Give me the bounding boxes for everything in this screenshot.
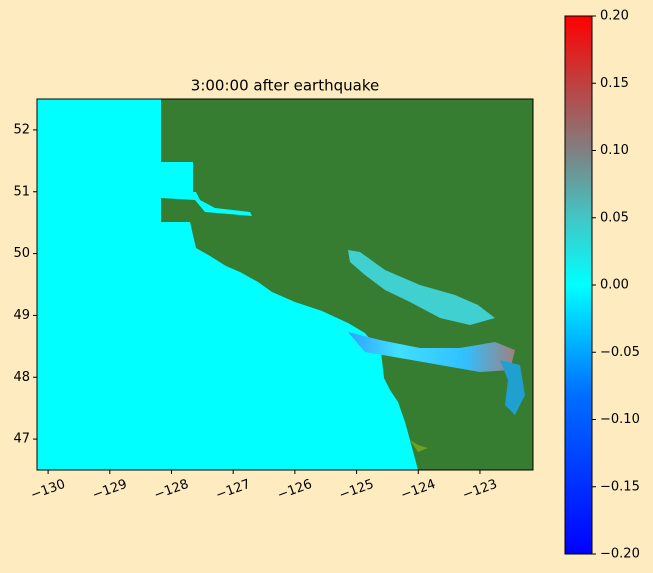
x-tick-label: −127	[214, 477, 253, 503]
colorbar-tick-label: 0.15	[600, 76, 629, 91]
colorbar	[564, 15, 593, 555]
puget-sound	[500, 360, 525, 415]
y-tick-label: 51	[13, 184, 30, 199]
x-tick-label: −130	[29, 477, 68, 503]
map	[37, 99, 533, 470]
colorbar-tick-label: −0.10	[600, 412, 640, 427]
x-tick-label: −123	[461, 477, 500, 503]
strait-of-georgia	[348, 250, 495, 325]
inlet	[161, 192, 252, 216]
colorbar-tick-label: 0.00	[600, 278, 629, 293]
y-tick-label: 47	[13, 432, 30, 447]
plot-frame	[36, 98, 534, 471]
colorbar-tick-label: −0.05	[600, 345, 640, 360]
colorbar-tick-label: −0.20	[600, 547, 640, 562]
y-tick-label: 50	[13, 246, 30, 261]
x-tick-label: −125	[337, 477, 376, 503]
y-tick-label: 52	[13, 122, 30, 137]
colorbar-tick-label: −0.15	[600, 479, 640, 494]
shore	[410, 440, 428, 452]
juan-de-fuca	[348, 332, 515, 372]
y-tick-label: 49	[13, 308, 30, 323]
chart-title: 3:00:00 after earthquake	[191, 77, 379, 95]
x-tick-label: −128	[152, 477, 191, 503]
x-tick-label: −129	[90, 477, 129, 503]
y-tick-label: 48	[13, 370, 30, 385]
colorbar-tick-label: 0.05	[600, 210, 629, 225]
colorbar-tick-label: 0.10	[600, 143, 629, 158]
x-tick-label: −124	[399, 477, 438, 503]
x-tick-label: −126	[276, 477, 315, 503]
land	[161, 99, 533, 470]
colorbar-tick-label: 0.20	[600, 9, 629, 24]
